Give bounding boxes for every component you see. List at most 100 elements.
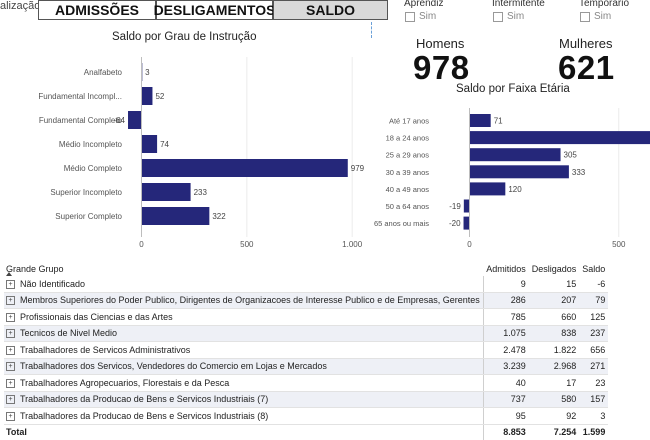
table-row[interactable]: + Profissionais das Ciencias e das Artes 7… <box>4 309 608 326</box>
cell-admitidos: 40 <box>483 375 529 392</box>
cell-desligados: 2.968 <box>529 358 580 375</box>
bar <box>142 159 348 177</box>
data-label: 52 <box>155 92 164 101</box>
bar <box>464 217 470 230</box>
cell-admitidos: 2.478 <box>483 342 529 359</box>
bar <box>142 207 210 225</box>
data-label: -19 <box>449 202 461 211</box>
column-header-grande-grupo[interactable]: Grande Grupo <box>4 262 483 276</box>
cell-desligados: 580 <box>529 391 580 408</box>
cell-desligados: 207 <box>529 292 580 309</box>
x-tick-label: 1.000 <box>342 240 363 249</box>
cell-saldo: 3 <box>579 408 608 425</box>
row-label: Membros Superiores do Poder Publico, Dir… <box>20 295 480 305</box>
cell-admitidos: 737 <box>483 391 529 408</box>
data-label: 305 <box>564 151 578 160</box>
cell-grande-grupo: +Trabalhadores Agropecuarios, Florestais… <box>4 375 483 392</box>
category-label: Médio Incompleto <box>59 140 123 149</box>
total-label: Total <box>4 424 483 440</box>
grande-grupo-table: Grande Grupo Admitidos Desligados Saldo … <box>4 262 608 440</box>
bar <box>470 182 506 195</box>
cell-desligados: 92 <box>529 408 580 425</box>
cell-desligados: 660 <box>529 309 580 326</box>
expand-icon[interactable]: + <box>6 379 15 388</box>
cell-grande-grupo: + Trabalhadores de Servicos Administrativ… <box>4 342 483 359</box>
expand-icon[interactable]: + <box>6 313 15 322</box>
bar <box>470 165 569 178</box>
category-label: 18 a 24 anos <box>386 134 430 143</box>
data-label: -64 <box>113 116 125 125</box>
table-row[interactable]: + Trabalhadores de Servicos Administrativ… <box>4 342 608 359</box>
table-row[interactable]: + Trabalhadores da Producao de Bens e Ser… <box>4 391 608 408</box>
expand-icon[interactable]: + <box>6 329 15 338</box>
table-row[interactable]: +Trabalhadores Agropecuarios, Florestais… <box>4 375 608 392</box>
category-label: Analfabeto <box>84 68 123 77</box>
cell-saldo: 23 <box>579 375 608 392</box>
cell-desligados: 17 <box>529 375 580 392</box>
cell-grande-grupo: + Trabalhadores dos Servicos, Vendedores … <box>4 358 483 375</box>
total-desligados: 7.254 <box>529 424 580 440</box>
category-label: 40 a 49 anos <box>386 185 430 194</box>
cell-admitidos: 286 <box>483 292 529 309</box>
cell-admitidos: 9 <box>483 276 529 292</box>
expand-icon[interactable]: + <box>6 346 15 355</box>
row-label: Trabalhadores dos Servicos, Vendedores d… <box>20 361 327 371</box>
data-label: 120 <box>508 185 522 194</box>
bar <box>470 114 491 127</box>
expand-icon[interactable]: + <box>6 280 15 289</box>
data-label: 71 <box>494 117 503 126</box>
total-admitidos: 8.853 <box>483 424 529 440</box>
category-label: Fundamental Completo <box>39 116 123 125</box>
cell-saldo: 656 <box>579 342 608 359</box>
cell-saldo: 125 <box>579 309 608 326</box>
category-label: Médio Completo <box>64 164 123 173</box>
data-label: 322 <box>212 212 226 221</box>
cell-saldo: 271 <box>579 358 608 375</box>
cell-saldo: -6 <box>579 276 608 292</box>
category-label: 25 a 29 anos <box>386 151 430 160</box>
cell-grande-grupo: +Tecnicos de Nivel Medio <box>4 325 483 342</box>
cell-grande-grupo: + Trabalhadores da Producao de Bens e Ser… <box>4 391 483 408</box>
bar <box>142 87 153 105</box>
table-row[interactable]: + Membros Superiores do Poder Publico, Di… <box>4 292 608 309</box>
cell-admitidos: 785 <box>483 309 529 326</box>
column-header-desligados[interactable]: Desligados <box>529 262 580 276</box>
category-label: Superior Incompleto <box>50 188 122 197</box>
row-label: Trabalhadores de Servicos Administrativo… <box>20 345 190 355</box>
data-label: 233 <box>194 188 208 197</box>
bar <box>142 183 191 201</box>
expand-icon[interactable]: + <box>6 412 15 421</box>
category-label: 50 a 64 anos <box>386 202 430 211</box>
expand-icon[interactable]: + <box>6 296 15 305</box>
table-row[interactable]: + Trabalhadores dos Servicos, Vendedores … <box>4 358 608 375</box>
row-label: Trabalhadores da Producao de Bens e Serv… <box>20 394 268 404</box>
bar <box>128 111 141 129</box>
data-label: 333 <box>572 168 586 177</box>
cell-grande-grupo: + Não Identificado <box>4 276 483 292</box>
category-label: 65 anos ou mais <box>374 219 429 228</box>
bar <box>464 200 470 213</box>
column-header-admitidos[interactable]: Admitidos <box>483 262 529 276</box>
cell-admitidos: 1.075 <box>483 325 529 342</box>
x-tick-label: 0 <box>467 240 472 249</box>
table-row[interactable]: + Trabalhadores da Producao de Bens e Ser… <box>4 408 608 425</box>
data-label: 74 <box>160 140 169 149</box>
data-label: 979 <box>351 164 365 173</box>
category-label: Fundamental Incompl... <box>38 92 122 101</box>
cell-admitidos: 3.239 <box>483 358 529 375</box>
row-label: Trabalhadores da Producao de Bens e Serv… <box>20 411 268 421</box>
cell-desligados: 1.822 <box>529 342 580 359</box>
category-label: Superior Completo <box>55 212 122 221</box>
data-label: -20 <box>449 219 461 228</box>
cell-admitidos: 95 <box>483 408 529 425</box>
expand-icon[interactable]: + <box>6 395 15 404</box>
expand-icon[interactable]: + <box>6 362 15 371</box>
column-header-saldo[interactable]: Saldo <box>579 262 608 276</box>
row-label: Não Identificado <box>20 279 85 289</box>
row-label: Profissionais das Ciencias e das Artes <box>20 312 173 322</box>
x-tick-label: 0 <box>139 240 144 249</box>
